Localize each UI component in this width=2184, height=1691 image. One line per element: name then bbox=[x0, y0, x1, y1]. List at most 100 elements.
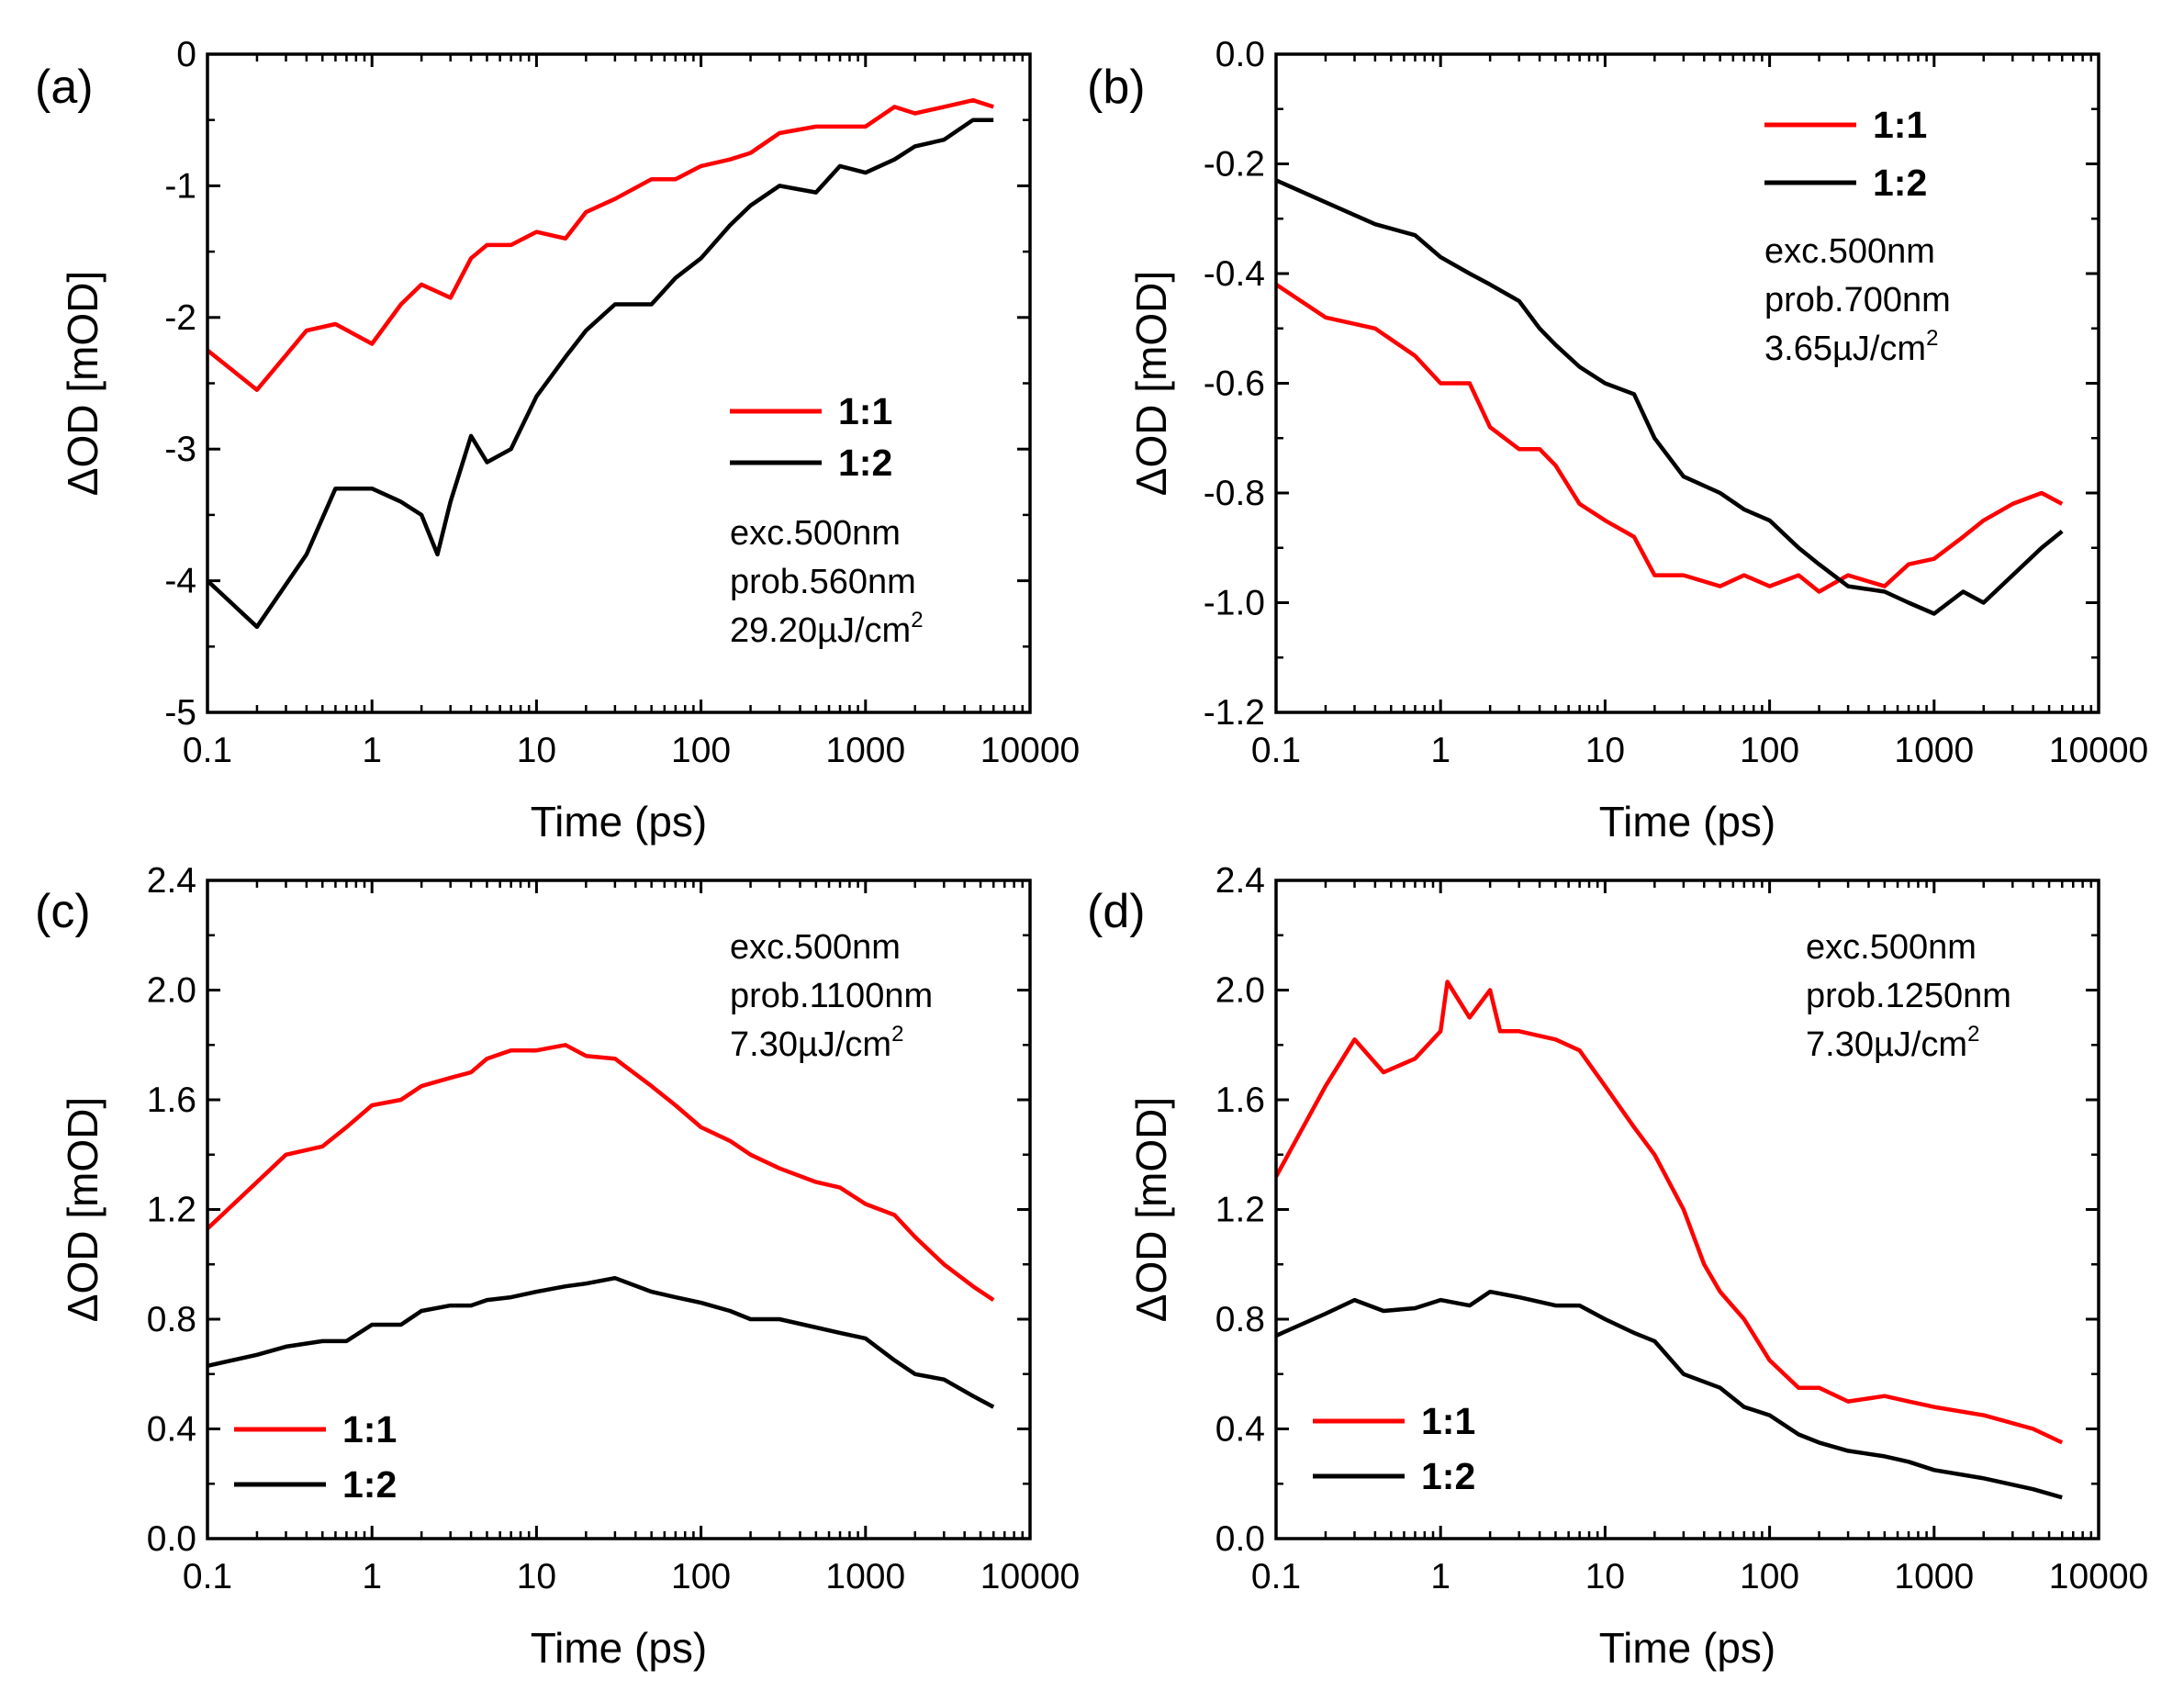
x-tick-label: 1000 bbox=[1894, 1557, 1974, 1596]
y-tick-label: -4 bbox=[164, 562, 196, 601]
series-line-1-1 bbox=[207, 1043, 995, 1302]
annotation: exc.500nm prob.560nm 29.20µJ/cm2 bbox=[730, 514, 924, 650]
y-tick-label: 0.8 bbox=[1215, 1300, 1265, 1339]
x-tick-label: 1000 bbox=[825, 731, 905, 770]
annotation-probe: prob.1250nm bbox=[1806, 977, 2011, 1015]
panel-d: 0.1 1 10 100 1000 10000 0.0 0.4 0.8 1.2 1.6 2.0 2.4 T… bbox=[1087, 861, 2148, 1672]
x-tick-label: 10 bbox=[517, 731, 556, 770]
annotation-excitation: exc.500nm bbox=[730, 514, 901, 553]
annotation-fluence: 29.20µJ/cm2 bbox=[730, 608, 924, 650]
y-tick-label: -1.2 bbox=[1204, 693, 1265, 733]
x-tick-label: 10 bbox=[517, 1557, 556, 1596]
x-tick-label: 1 bbox=[1430, 1557, 1450, 1596]
y-tick-label: 0.0 bbox=[1215, 35, 1265, 74]
y-tick-label: 0 bbox=[176, 35, 196, 74]
annotation-probe: prob.1100nm bbox=[730, 977, 933, 1015]
x-tick-label: 10000 bbox=[2049, 731, 2148, 770]
x-tick-label: 1 bbox=[362, 1557, 382, 1596]
legend-label-1-1: 1:1 bbox=[1873, 104, 1927, 146]
y-tick-label: -0.4 bbox=[1204, 254, 1265, 294]
legend-label-1-1: 1:1 bbox=[838, 390, 892, 432]
y-tick-label: -0.8 bbox=[1204, 474, 1265, 513]
series-line-1-2 bbox=[207, 118, 994, 630]
y-tick-label: -2 bbox=[164, 298, 196, 338]
annotation-probe: prob.700nm bbox=[1764, 281, 1951, 319]
x-axis-title: Time (ps) bbox=[1599, 798, 1776, 846]
series-line-1-1 bbox=[207, 97, 994, 392]
y-tick-label: 1.2 bbox=[147, 1191, 196, 1230]
annotation-fluence-superscript: 2 bbox=[1967, 1022, 1979, 1047]
legend-label-1-1: 1:1 bbox=[342, 1408, 397, 1450]
y-tick-label: -5 bbox=[164, 693, 196, 733]
x-tick-label: 0.1 bbox=[1251, 731, 1301, 770]
annotation-fluence: 7.30µJ/cm2 bbox=[730, 1022, 903, 1064]
annotation-fluence: 3.65µJ/cm2 bbox=[1764, 326, 1938, 368]
legend-label-1-2: 1:2 bbox=[838, 442, 892, 484]
y-tick-label: 0.8 bbox=[147, 1300, 196, 1339]
y-axis-title: ΔOD [mOD] bbox=[1127, 1097, 1175, 1322]
annotation-fluence-superscript: 2 bbox=[891, 1022, 903, 1047]
y-tick-label: 0.4 bbox=[147, 1410, 196, 1450]
legend-label-1-2: 1:2 bbox=[1873, 162, 1927, 204]
x-tick-label: 100 bbox=[1740, 731, 1799, 770]
annotation-fluence: 7.30µJ/cm2 bbox=[1806, 1022, 1979, 1064]
y-tick-label: -3 bbox=[164, 430, 196, 469]
x-tick-label: 10000 bbox=[2049, 1557, 2148, 1596]
y-tick-label: 2.4 bbox=[1215, 861, 1265, 901]
y-tick-label: -0.6 bbox=[1204, 364, 1265, 404]
y-tick-label: -1 bbox=[164, 166, 196, 206]
y-axis-title: ΔOD [mOD] bbox=[1127, 271, 1175, 496]
y-tick-label: 0.0 bbox=[147, 1519, 196, 1559]
annotation: exc.500nm prob.700nm 3.65µJ/cm2 bbox=[1764, 232, 1951, 368]
annotation-fluence-superscript: 2 bbox=[1926, 326, 1938, 351]
series-line-1-1 bbox=[1276, 980, 2064, 1445]
y-tick-label: -1.0 bbox=[1204, 584, 1265, 623]
annotation-excitation: exc.500nm bbox=[1806, 928, 1977, 967]
panel-b: 0.1 1 10 100 1000 10000 0.0 -0.2 -0.4 -0.6 -0.8 -1.… bbox=[1087, 35, 2148, 846]
series-line-1-2 bbox=[1276, 1289, 2063, 1500]
x-tick-label: 0.1 bbox=[183, 731, 232, 770]
x-tick-label: 0.1 bbox=[1251, 1557, 1301, 1596]
panel-c: 0.1 1 10 100 1000 10000 0.0 0.4 0.8 1.2 1.6 2.0 2.4 T… bbox=[35, 861, 1080, 1672]
x-tick-label: 1 bbox=[362, 731, 382, 770]
panel-letter: (d) bbox=[1087, 885, 1146, 938]
x-tick-label: 10000 bbox=[980, 1557, 1080, 1596]
x-tick-label: 1 bbox=[1430, 731, 1450, 770]
x-tick-label: 100 bbox=[1740, 1557, 1799, 1596]
legend-label-1-2: 1:2 bbox=[1421, 1455, 1475, 1497]
x-tick-label: 1000 bbox=[825, 1557, 905, 1596]
x-axis-title: Time (ps) bbox=[1599, 1624, 1776, 1672]
annotation-excitation: exc.500nm bbox=[1764, 232, 1935, 271]
y-tick-label: 1.6 bbox=[1215, 1081, 1265, 1120]
panel-a: 0.1 1 10 100 1000 10000 0 -1 -2 -3 -4 -5 Time (ps) ΔO… bbox=[35, 35, 1080, 846]
annotation: exc.500nm prob.1100nm 7.30µJ/cm2 bbox=[730, 928, 933, 1064]
annotation: exc.500nm prob.1250nm 7.30µJ/cm2 bbox=[1806, 928, 2011, 1064]
annotation-fluence-superscript: 2 bbox=[911, 608, 923, 633]
legend: 1:11:2 bbox=[730, 390, 892, 484]
panel-letter: (a) bbox=[35, 61, 94, 114]
x-tick-label: 1000 bbox=[1894, 731, 1974, 770]
y-tick-label: 0.0 bbox=[1215, 1519, 1265, 1559]
y-tick-label: 1.2 bbox=[1215, 1191, 1265, 1230]
y-axis-title: ΔOD [mOD] bbox=[59, 1097, 106, 1322]
y-tick-label: 2.4 bbox=[147, 861, 196, 901]
legend-label-1-2: 1:2 bbox=[342, 1463, 397, 1506]
legend: 1:11:2 bbox=[1764, 104, 1927, 204]
plot-frame bbox=[1274, 52, 2100, 714]
series-line-1-2 bbox=[1276, 178, 2064, 616]
panel-letter: (b) bbox=[1087, 61, 1146, 114]
y-tick-label: 1.6 bbox=[147, 1081, 196, 1120]
y-tick-label: 2.0 bbox=[1215, 971, 1265, 1011]
y-axis-title: ΔOD [mOD] bbox=[59, 271, 106, 496]
x-tick-label: 100 bbox=[671, 731, 731, 770]
series-line-1-2 bbox=[207, 1275, 995, 1409]
series-line-1-1 bbox=[1276, 283, 2064, 594]
x-tick-label: 100 bbox=[671, 1557, 731, 1596]
y-tick-label: 0.4 bbox=[1215, 1410, 1265, 1450]
y-tick-label: -0.2 bbox=[1204, 145, 1265, 185]
x-axis-title: Time (ps) bbox=[531, 1624, 708, 1672]
x-tick-label: 10000 bbox=[980, 731, 1080, 770]
legend-label-1-1: 1:1 bbox=[1421, 1400, 1475, 1442]
panel-letter: (c) bbox=[35, 885, 91, 938]
